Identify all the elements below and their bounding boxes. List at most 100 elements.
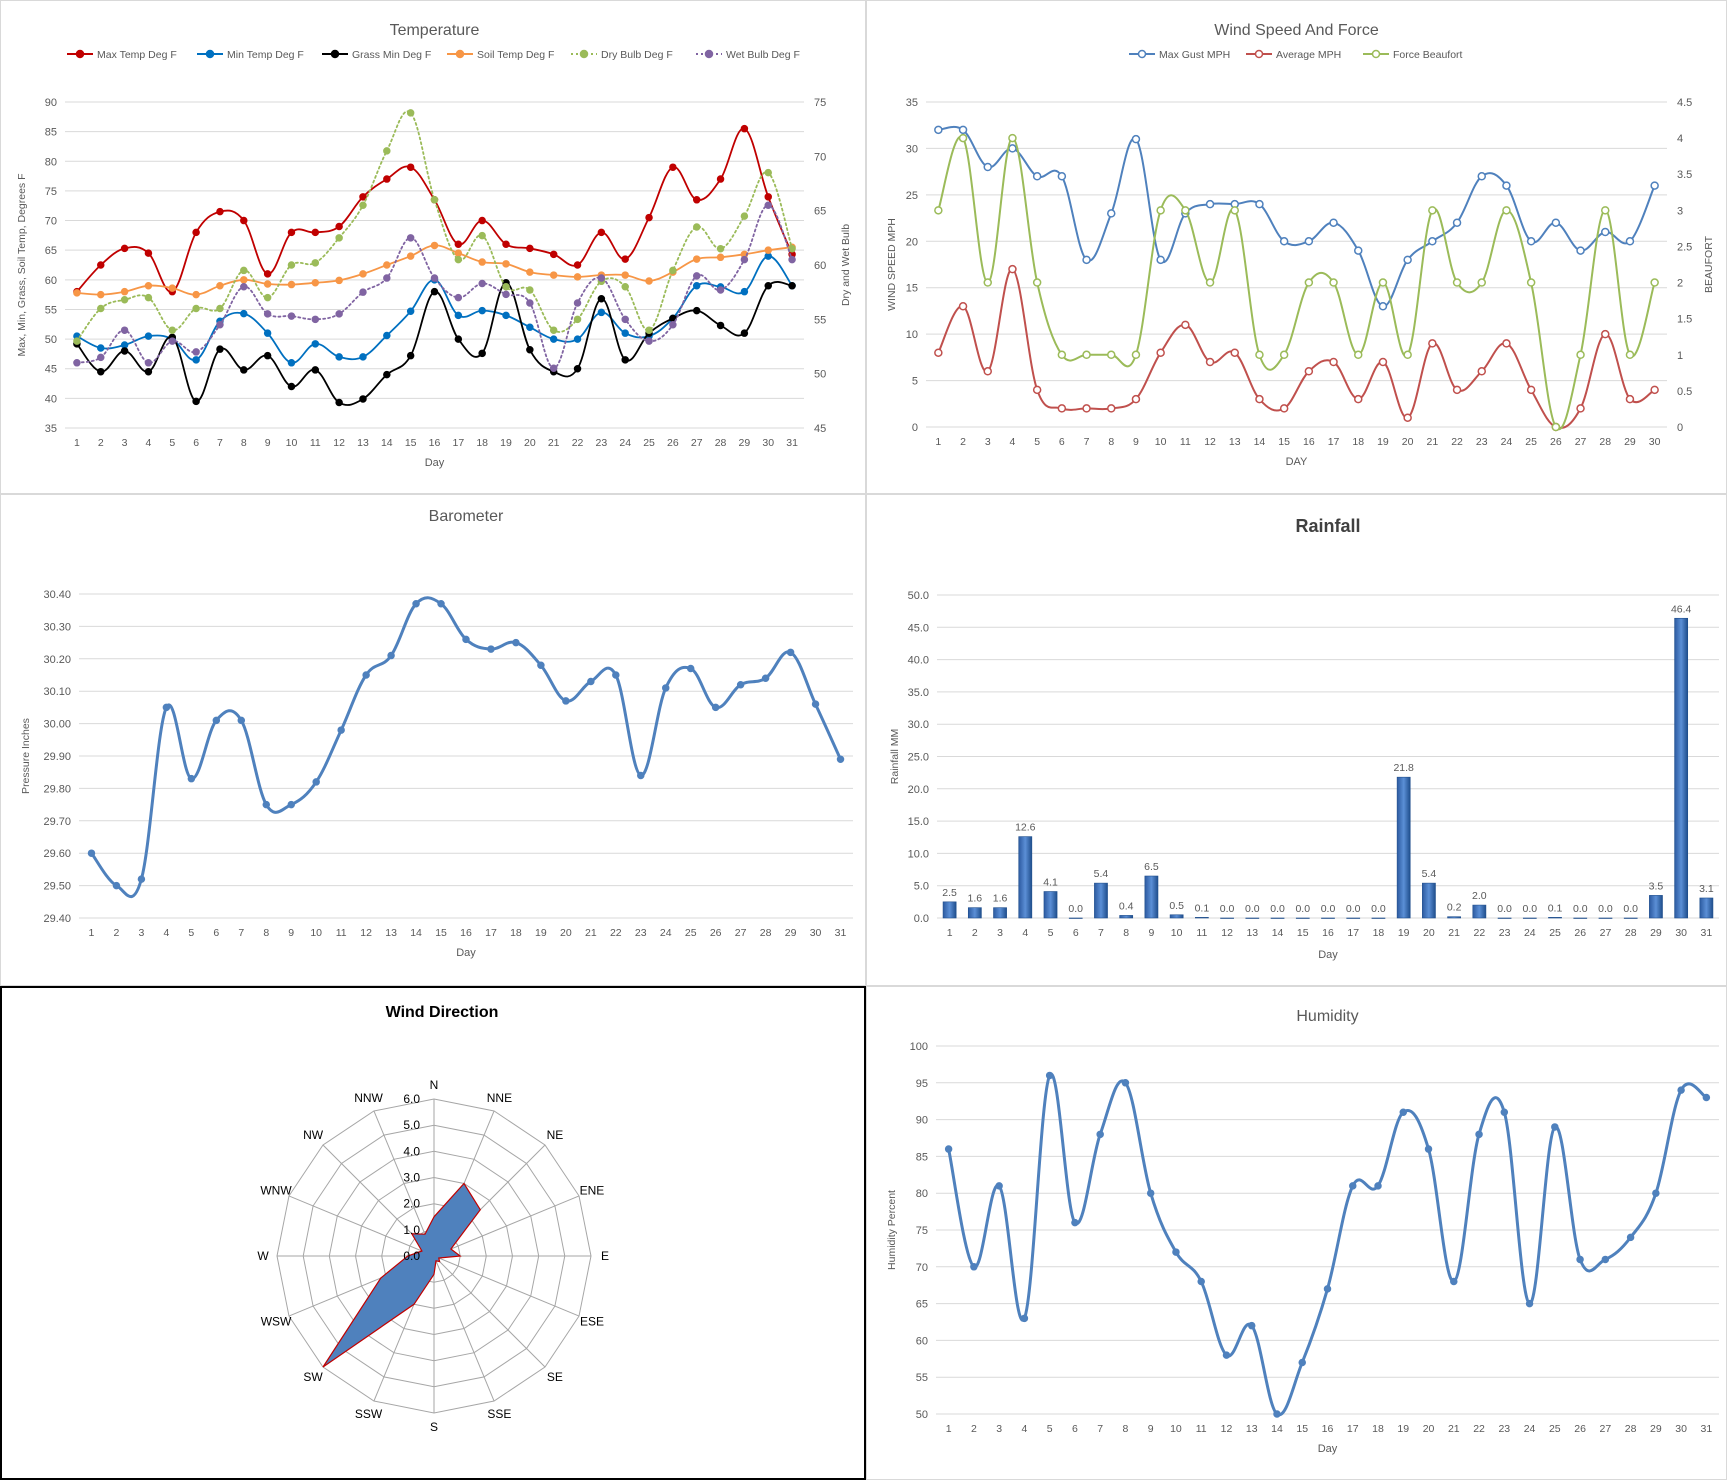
y-tick-label: 25.0 (908, 752, 929, 764)
data-point (1082, 350, 1091, 360)
radial-tick-label: 1.0 (403, 1223, 420, 1237)
data-point (287, 261, 296, 269)
x-tick-label: 29 (1624, 436, 1636, 448)
rain-bar (1270, 917, 1285, 919)
data-point (335, 398, 343, 407)
data-point (1625, 394, 1635, 404)
y-tick-label: 50 (45, 334, 57, 346)
data-point (621, 356, 629, 364)
data-point (1181, 206, 1190, 215)
data-point (1279, 404, 1289, 413)
data-point (1601, 206, 1610, 215)
x-tick-label: 26 (667, 437, 679, 449)
legend-swatch-marker (1137, 49, 1147, 59)
y-tick-label: 29.90 (43, 751, 71, 763)
data-point (764, 168, 772, 177)
data-point (406, 163, 415, 171)
wind-speed-chart: Wind Speed And Force0510152025303500.511… (886, 22, 1715, 468)
x-tick-label: 25 (685, 927, 697, 939)
data-point (187, 774, 196, 783)
data-point (311, 228, 320, 237)
data-point (120, 296, 129, 304)
x-tick-label: 21 (1448, 927, 1460, 939)
rain-bar (1447, 916, 1461, 919)
data-point (216, 345, 224, 353)
y2-tick-label: 3.5 (1677, 169, 1692, 181)
data-point (1057, 404, 1067, 413)
data-point (1057, 350, 1067, 360)
data-point (97, 353, 105, 362)
data-point (788, 281, 796, 290)
wind-direction-chart-panel: Wind Direction N NNE NE ENE E ESE SE SSE S SSW SW WS… (0, 986, 866, 1480)
data-point (383, 370, 391, 379)
data-point (1057, 172, 1067, 181)
legend-label: Max Gust MPH (1159, 49, 1230, 61)
x-tick-label: 20 (560, 927, 572, 939)
data-point (478, 279, 486, 288)
data-point (537, 661, 545, 670)
data-point (669, 321, 677, 329)
data-point (1107, 404, 1116, 413)
data-point (1354, 246, 1363, 255)
data-point (573, 261, 582, 269)
data-point (478, 349, 486, 358)
x-tick-label: 16 (1303, 436, 1315, 448)
y-tick-label: 80 (45, 156, 57, 168)
data-point (1172, 1248, 1180, 1256)
data-point (1625, 237, 1635, 246)
x-tick-label: 10 (1171, 927, 1183, 939)
data-point (478, 231, 486, 240)
bar-data-label: 3.5 (1649, 880, 1664, 892)
x-tick-label: 9 (288, 927, 294, 939)
x-tick-label: 25 (1549, 927, 1561, 939)
bar-data-label: 0.0 (1573, 903, 1588, 915)
data-point (958, 302, 968, 311)
data-point (387, 651, 395, 660)
x-tick-label: 15 (1297, 927, 1309, 939)
data-point (621, 282, 629, 291)
data-point (1378, 278, 1388, 287)
data-point (192, 228, 200, 237)
data-point (97, 367, 105, 376)
legend-label: Soil Temp Deg F (477, 49, 554, 61)
bar-data-label: 4.1 (1043, 877, 1058, 889)
x-tick-label: 17 (452, 437, 464, 449)
x-tick-label: 3 (996, 1423, 1002, 1435)
legend-swatch-marker (330, 49, 340, 59)
x-tick-label: 16 (460, 927, 472, 939)
x-tick-label: 22 (1473, 1423, 1485, 1435)
data-point (73, 289, 81, 297)
data-point (335, 310, 343, 318)
data-point (1378, 302, 1388, 311)
temperature-chart: Temperature35404550556065707580859045505… (16, 22, 852, 469)
x-tick-label: 23 (1476, 436, 1488, 448)
y2-tick-label: 4.5 (1677, 97, 1692, 109)
data-point (1526, 385, 1536, 395)
data-point (430, 241, 439, 250)
y-tick-label: 60 (45, 275, 57, 287)
data-point (97, 304, 105, 313)
data-point (192, 304, 200, 313)
legend-item: Max Temp Deg F (67, 49, 177, 61)
x-tick-label: 14 (381, 437, 393, 449)
data-point (478, 258, 486, 266)
x-tick-label: 26 (1574, 927, 1586, 939)
x-tick-label: 2 (971, 1423, 977, 1435)
data-point (1156, 348, 1165, 357)
x-tick-label: 19 (500, 437, 512, 449)
data-point (1304, 278, 1314, 287)
direction-label: S (430, 1420, 438, 1434)
x-tick-label: 30 (1675, 927, 1687, 939)
data-point (240, 216, 248, 225)
data-point (811, 700, 820, 708)
data-point (597, 228, 606, 237)
legend-swatch-marker (1254, 49, 1264, 59)
data-point (337, 726, 345, 734)
x-tick-label: 6 (213, 927, 219, 939)
data-point (692, 255, 701, 263)
x-tick-label: 28 (1599, 436, 1611, 448)
data-point (597, 274, 606, 282)
legend-label: Force Beaufort (1393, 49, 1463, 61)
data-point (549, 271, 558, 279)
x-tick-label: 8 (1108, 436, 1114, 448)
